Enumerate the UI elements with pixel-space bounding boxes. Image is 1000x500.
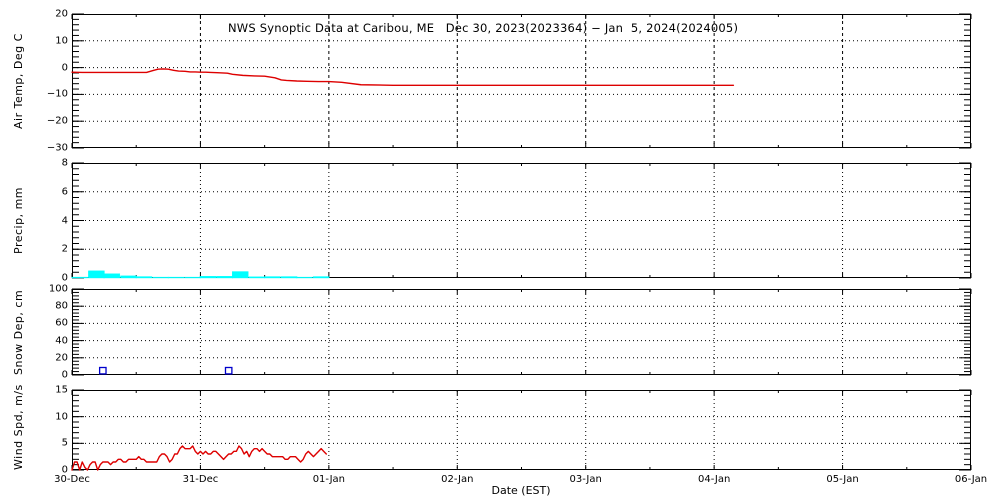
ytick-air-temperature--10: −10 bbox=[46, 88, 68, 100]
ytick-snow-depth-80: 80 bbox=[55, 300, 68, 312]
ytick-snow-depth-100: 100 bbox=[48, 283, 68, 295]
xtick-31-Dec: 31-Dec bbox=[182, 474, 219, 485]
xtick-06-Jan: 06-Jan bbox=[954, 474, 988, 485]
xtick-05-Jan: 05-Jan bbox=[826, 474, 859, 485]
x-axis-label: Date (EST) bbox=[491, 484, 551, 497]
xtick-02-Jan: 02-Jan bbox=[441, 474, 474, 485]
ytick-precipitation-2: 2 bbox=[61, 243, 68, 255]
ytick-precipitation-6: 6 bbox=[61, 186, 68, 198]
ytick-snow-depth-60: 60 bbox=[55, 317, 68, 329]
panel-snow-depth-frame bbox=[72, 289, 971, 375]
ytick-air-temperature-20: 20 bbox=[55, 8, 68, 20]
panel-precipitation-ylabel: Precip, mm bbox=[12, 187, 25, 254]
xtick-30-Dec: 30-Dec bbox=[54, 474, 90, 485]
panel-precipitation-frame bbox=[72, 163, 971, 278]
ytick-precipitation-0: 0 bbox=[61, 272, 68, 284]
panel-air-temperature-ylabel: Air Temp, Deg C bbox=[12, 33, 25, 129]
ytick-precipitation-4: 4 bbox=[61, 215, 68, 226]
ytick-snow-depth-20: 20 bbox=[55, 352, 68, 364]
panel-air-temperature-frame bbox=[72, 14, 971, 148]
panel-wind-speed-ylabel: Wind Spd, m/s bbox=[12, 384, 25, 470]
ytick-wind-speed-10: 10 bbox=[55, 411, 68, 423]
xtick-04-Jan: 04-Jan bbox=[697, 474, 731, 485]
chart-title: NWS Synoptic Data at Caribou, ME Dec 30,… bbox=[228, 21, 739, 35]
ytick-snow-depth-0: 0 bbox=[61, 369, 68, 381]
ytick-wind-speed-5: 5 bbox=[61, 437, 68, 449]
panel-wind-speed-frame bbox=[72, 390, 971, 470]
ytick-snow-depth-40: 40 bbox=[55, 335, 68, 347]
ytick-wind-speed-0: 0 bbox=[61, 464, 68, 476]
xtick-03-Jan: 03-Jan bbox=[569, 474, 602, 485]
ytick-air-temperature-10: 10 bbox=[55, 35, 68, 47]
xtick-01-Jan: 01-Jan bbox=[312, 474, 345, 485]
ytick-air-temperature--20: −20 bbox=[46, 115, 68, 127]
ytick-wind-speed-15: 15 bbox=[55, 384, 68, 396]
ytick-precipitation-8: 8 bbox=[61, 157, 68, 169]
ytick-air-temperature-0: 0 bbox=[61, 62, 68, 74]
panel-snow-depth-ylabel: Snow Dep, cm bbox=[12, 289, 25, 375]
ytick-air-temperature--30: −30 bbox=[46, 142, 68, 154]
